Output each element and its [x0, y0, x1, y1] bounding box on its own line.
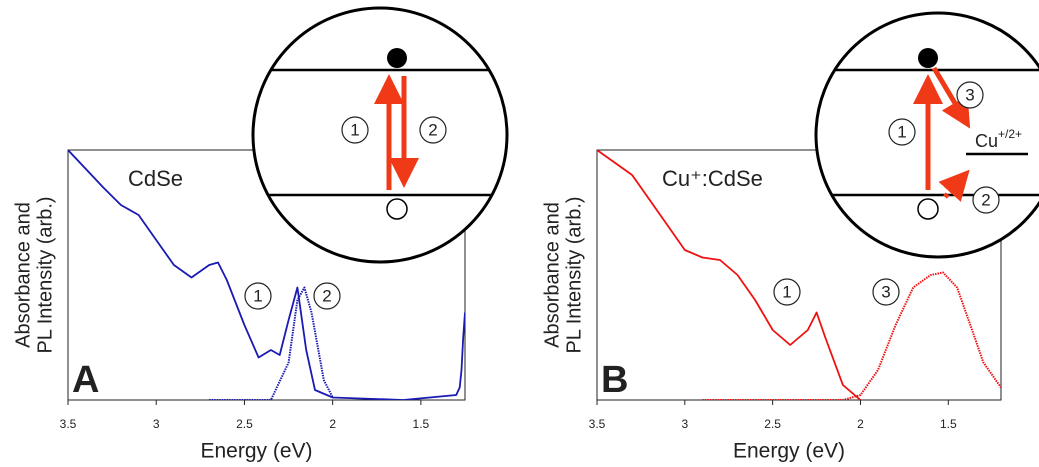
data-line [68, 150, 465, 400]
circled-label: 2 [322, 286, 331, 305]
plot-lines [68, 150, 465, 400]
x-tick-label: 1.5 [413, 417, 430, 431]
arrow [931, 66, 971, 129]
x-tick-label: 2.5 [764, 417, 781, 431]
data-line [702, 271, 1001, 400]
dopant-level-label: Cu+/2+ [975, 127, 1022, 151]
circled-marker [244, 282, 272, 310]
x-tick-label: 1.5 [940, 417, 957, 431]
circled-marker [313, 282, 341, 310]
circled-marker [972, 186, 1000, 214]
electron [387, 48, 407, 68]
plot-lines [597, 150, 1001, 400]
x-tick-label: 3 [681, 417, 688, 431]
hole [917, 198, 939, 220]
plot-frame [596, 149, 1002, 401]
circled-label: 3 [881, 282, 890, 301]
panel-title: CdSe [128, 166, 183, 191]
x-tick-label: 2 [329, 417, 336, 431]
circled-label: 1 [897, 122, 906, 141]
inset-circle [251, 6, 509, 264]
panel-letter: B [601, 359, 628, 401]
y-axis-label: Absorbance and [541, 202, 563, 348]
x-axis-label: Energy (eV) [733, 440, 845, 463]
hole [386, 198, 408, 220]
panel-title: Cu⁺:CdSe [662, 166, 763, 191]
x-tick-label: 3.5 [60, 417, 77, 431]
x-tick-label: 2 [857, 417, 864, 431]
y-axis-label: PL Intensity (arb.) [563, 196, 585, 353]
circled-marker [872, 278, 900, 306]
data-line [209, 286, 334, 400]
electron [918, 48, 938, 68]
x-tick-label: 2.5 [236, 417, 253, 431]
circled-marker [341, 116, 369, 144]
data-line [597, 150, 862, 400]
circled-marker [888, 118, 916, 146]
circled-marker [773, 278, 801, 306]
circled-marker [419, 116, 447, 144]
x-axis-label: Energy (eV) [200, 440, 312, 463]
circled-label: 1 [350, 120, 359, 139]
circled-marker [956, 81, 984, 109]
y-axis-label: PL Intensity (arb.) [34, 196, 56, 353]
x-tick-label: 3 [153, 417, 160, 431]
circled-label: 1 [253, 286, 262, 305]
circled-label: 3 [965, 85, 974, 104]
dopant-level-label-sup: +/2+ [998, 127, 1022, 141]
dopant-level-label: Cu [975, 131, 998, 151]
circled-label: 2 [428, 120, 437, 139]
panel-letter: A [72, 359, 99, 401]
circled-label: 2 [981, 190, 990, 209]
circled-label: 1 [782, 282, 791, 301]
x-tick-label: 3.5 [589, 417, 606, 431]
arrow [938, 169, 970, 202]
y-axis-label: Absorbance and [12, 202, 34, 348]
